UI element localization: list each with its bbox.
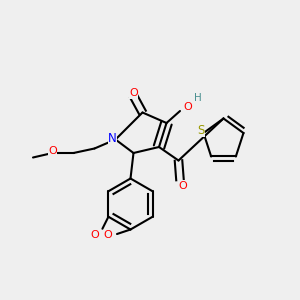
Text: O: O <box>178 181 188 191</box>
Text: O: O <box>48 146 57 157</box>
Text: O: O <box>183 101 192 112</box>
Text: S: S <box>197 124 204 136</box>
Text: O: O <box>129 88 138 98</box>
Text: O: O <box>91 230 99 240</box>
Text: N: N <box>108 132 117 146</box>
Text: H: H <box>194 93 202 103</box>
Text: O: O <box>103 230 112 241</box>
